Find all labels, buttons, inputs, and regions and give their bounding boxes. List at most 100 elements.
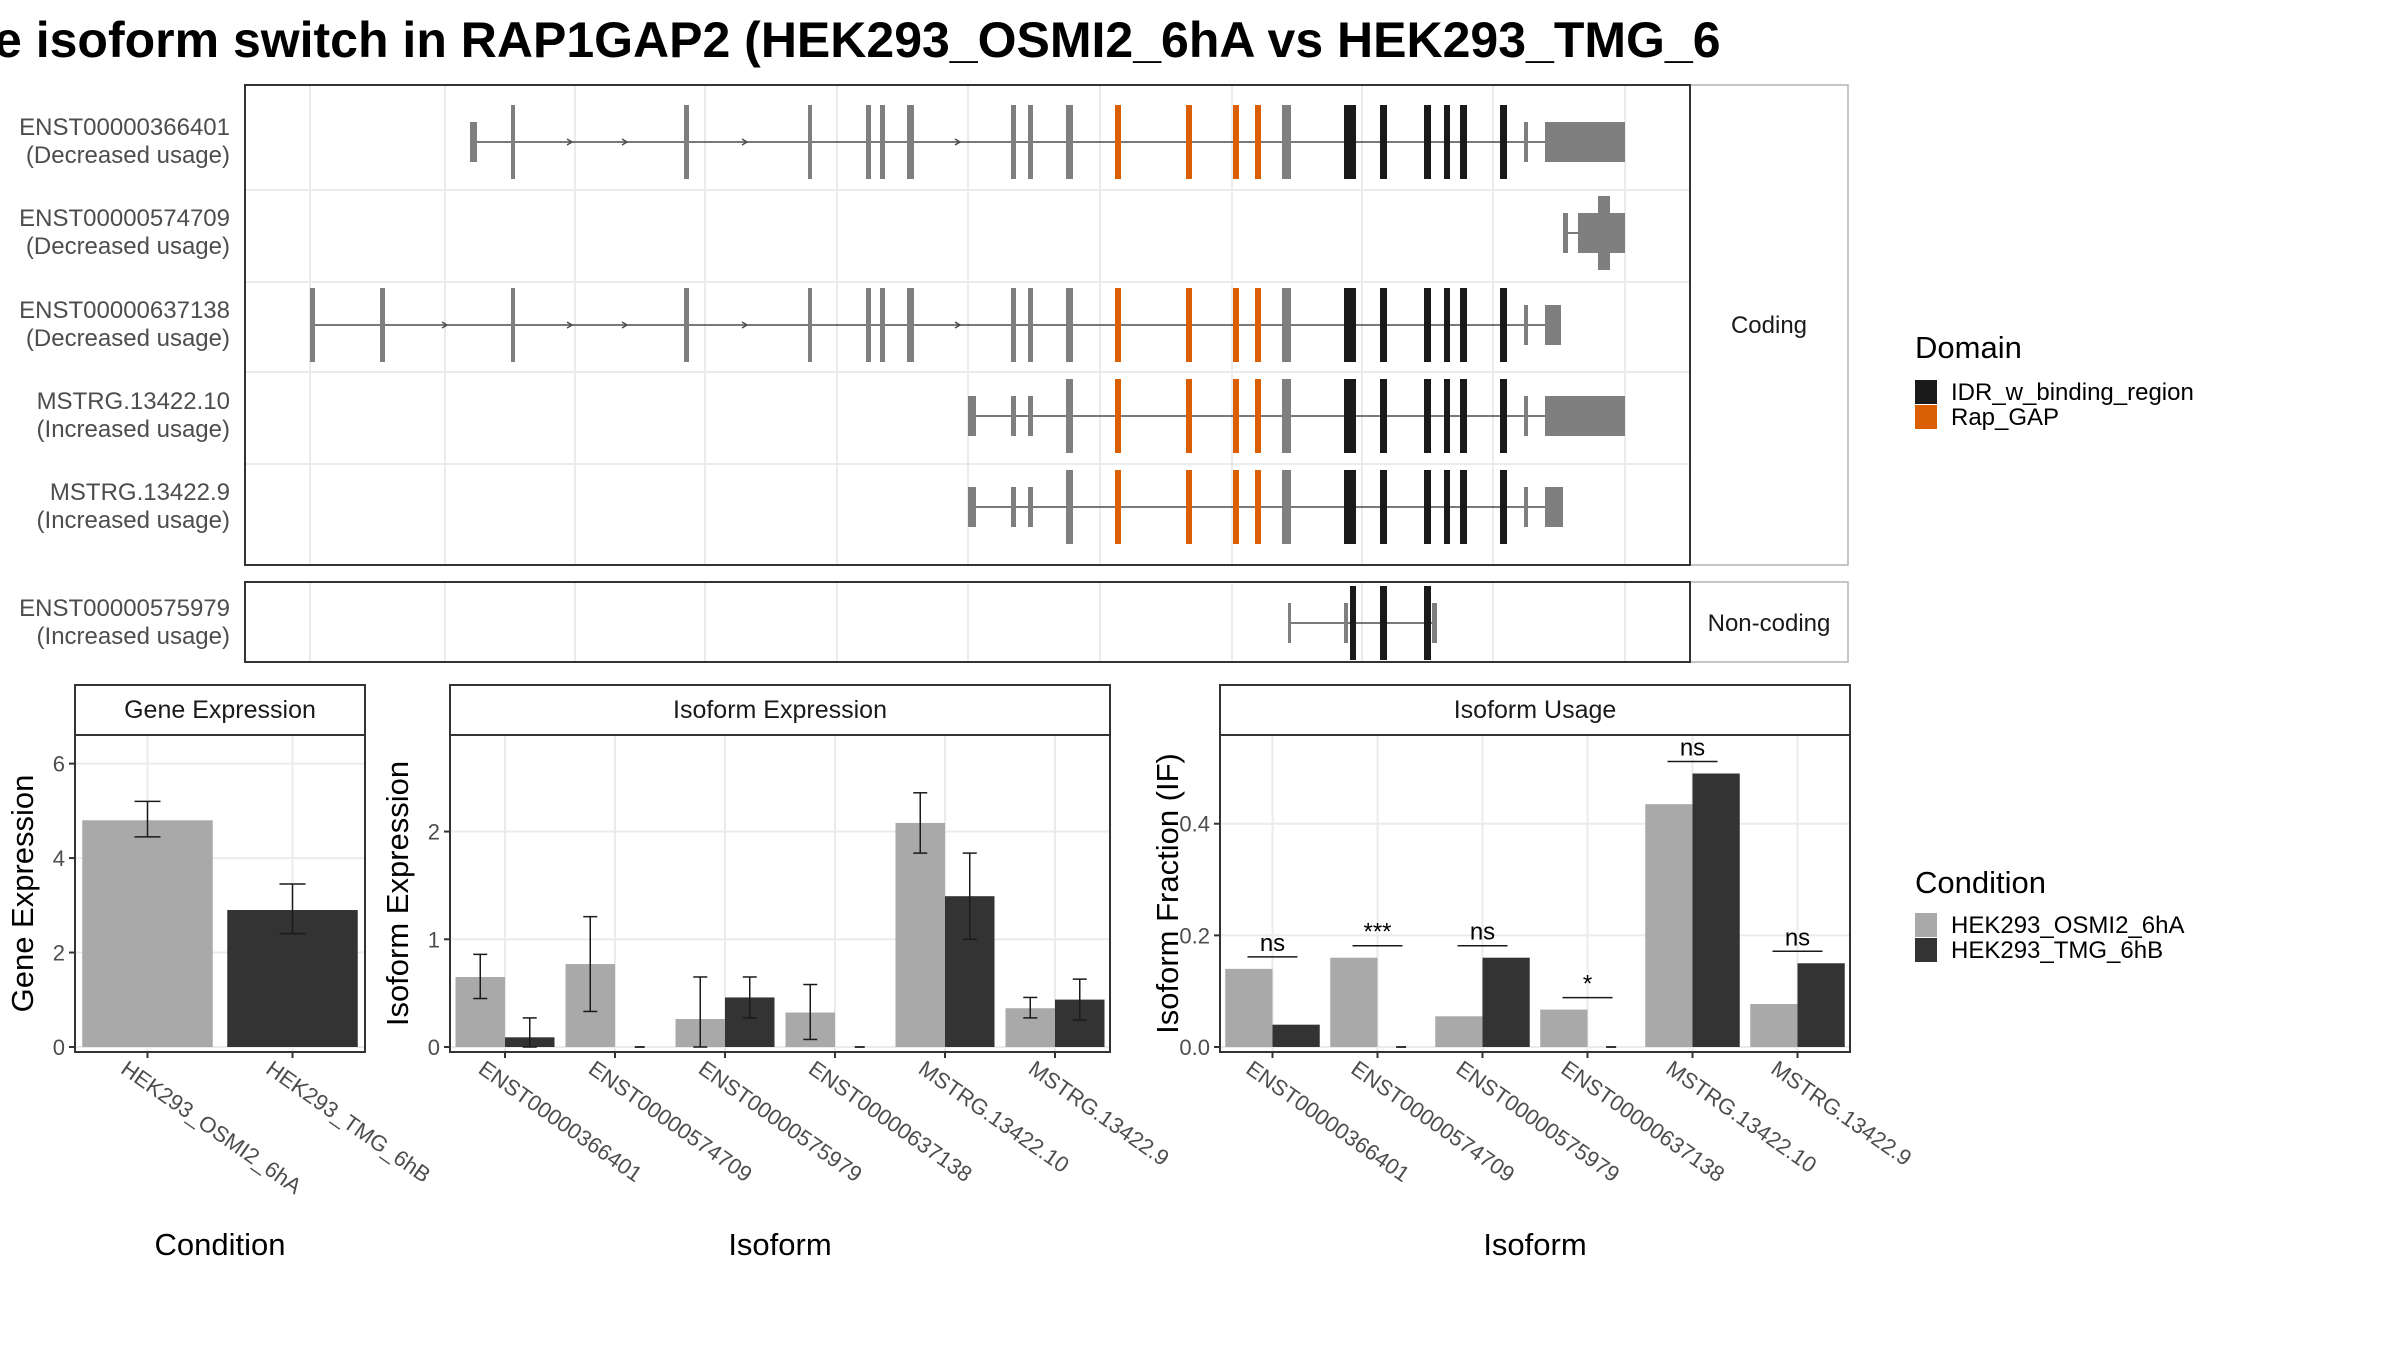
x-axis-label: Condition (155, 1227, 286, 1262)
y-axis-label: Isoform Expression (380, 761, 415, 1026)
plot-bg (1220, 735, 1850, 1052)
exon (1066, 288, 1073, 362)
y-tick-label: 1 (428, 927, 440, 952)
exon (1563, 213, 1568, 253)
exon (1028, 288, 1033, 362)
exon-rap-gap (1233, 288, 1239, 362)
legend-label: HEK293_OSMI2_6hA (1951, 912, 2184, 939)
chart-title: Isoform Usage (1454, 696, 1617, 724)
strand-arrow (621, 321, 629, 329)
exon-idr-binding (1460, 470, 1467, 544)
chart-strip (449, 684, 1111, 736)
exon-idr-binding (1380, 586, 1387, 660)
transcript-id: MSTRG.13422.10 (37, 388, 230, 415)
exon (880, 288, 885, 362)
transcript-usage: (Decreased usage) (26, 325, 230, 352)
strand-arrow (741, 138, 749, 146)
exon-idr-binding (1380, 105, 1387, 179)
exon (1011, 396, 1016, 436)
chart-strip (74, 684, 366, 736)
exon (1282, 470, 1291, 544)
transcript-structure-plot: CodingNon-codingENST00000366401(Decrease… (19, 84, 1849, 663)
significance-ns: ns (1470, 919, 1495, 946)
strip-coding (1689, 84, 1849, 566)
exon (907, 105, 914, 179)
bar (1797, 963, 1845, 1047)
bar (1272, 1024, 1320, 1047)
exon-rap-gap (1233, 470, 1239, 544)
legend-title: Condition (1915, 865, 2046, 900)
transcript-usage: (Decreased usage) (26, 142, 230, 169)
legend-label: HEK293_TMG_6hB (1951, 937, 2163, 964)
exon-rap-gap (1186, 379, 1192, 453)
significance-mark: * (1583, 971, 1592, 998)
exon-idr-binding (1444, 379, 1450, 453)
strand-arrow (621, 138, 629, 146)
exon-idr-binding (1500, 379, 1507, 453)
strand-arrow (441, 321, 449, 329)
transcript-id: ENST00000637138 (19, 297, 230, 324)
exon (511, 288, 515, 362)
exon-idr-binding (1424, 379, 1431, 453)
exon-idr-binding (1444, 105, 1450, 179)
strand-arrow (954, 138, 962, 146)
bar (1540, 1009, 1588, 1047)
structure-panel-border (244, 581, 1691, 663)
exon-idr-binding (1344, 105, 1356, 179)
bar (895, 822, 945, 1047)
chart-2: Isoform Expression012ENST00000366401ENST… (380, 684, 1174, 1262)
exon-idr-binding (1460, 288, 1467, 362)
chart-title: Gene Expression (124, 696, 316, 724)
exon-idr-binding (1344, 288, 1356, 362)
y-axis-label: Isoform Fraction (IF) (1150, 753, 1185, 1034)
x-axis-label: Isoform (1483, 1227, 1586, 1262)
y-tick-label: 0.2 (1179, 923, 1210, 948)
strip-noncoding (1689, 581, 1849, 663)
exon (1066, 105, 1073, 179)
exon (684, 288, 689, 362)
bar (1645, 804, 1693, 1047)
transcript-usage: (Increased usage) (37, 623, 230, 650)
exon (1028, 105, 1033, 179)
chart-title: Isoform Expression (673, 696, 887, 724)
chart-border (449, 734, 1111, 1053)
exon (968, 396, 976, 436)
chart-strip (1219, 684, 1851, 736)
bar-charts: Gene Expression0246HEK293_OSMI2_6hAHEK29… (5, 684, 1916, 1262)
exon-idr-binding (1380, 288, 1387, 362)
exon (1288, 603, 1291, 643)
exon (1545, 305, 1561, 345)
y-axis-label: Gene Expression (5, 775, 40, 1013)
exon (1028, 487, 1033, 527)
exon-rap-gap (1233, 379, 1239, 453)
exon-idr-binding (1380, 379, 1387, 453)
strip-noncoding-label: Non-coding (1708, 610, 1831, 637)
exon (1432, 603, 1437, 643)
exon-rap-gap (1186, 105, 1192, 179)
exon (1344, 603, 1348, 643)
exon (1282, 379, 1291, 453)
x-axis-label: Isoform (728, 1227, 831, 1262)
exon-idr-binding (1500, 288, 1507, 362)
exon (1545, 122, 1625, 162)
exon-rap-gap (1115, 379, 1121, 453)
exon-rap-gap (1115, 105, 1121, 179)
exon-idr-binding (1380, 470, 1387, 544)
exon-idr-binding (1350, 586, 1356, 660)
legend-key (1915, 405, 1937, 429)
chart-1: Gene Expression0246HEK293_OSMI2_6hAHEK29… (5, 684, 435, 1262)
y-tick-label: 0.0 (1179, 1035, 1210, 1060)
exon (1545, 487, 1563, 527)
exon (1282, 105, 1291, 179)
significance-ns: ns (1680, 734, 1705, 761)
transcript-id: ENST00000366401 (19, 114, 230, 141)
transcript-usage: (Increased usage) (37, 507, 230, 534)
exon-idr-binding (1460, 379, 1467, 453)
exon-idr-binding (1424, 586, 1431, 660)
exon (310, 288, 315, 362)
strand-arrow (954, 321, 962, 329)
y-tick-label: 2 (53, 941, 65, 966)
exon (1011, 487, 1016, 527)
